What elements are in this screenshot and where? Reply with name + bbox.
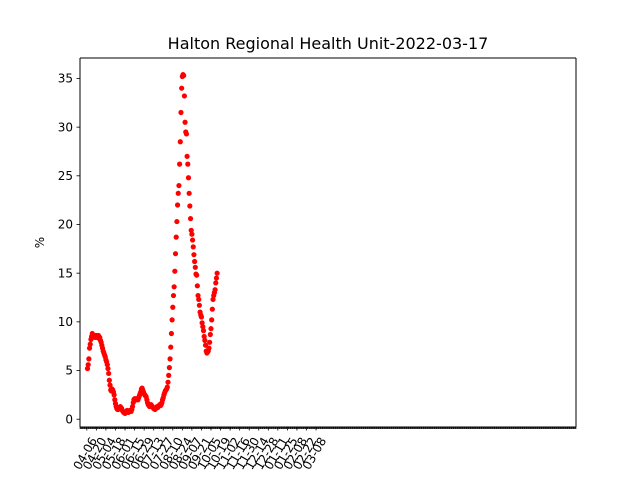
data-point	[166, 365, 172, 371]
data-point	[172, 251, 179, 257]
data-point	[176, 182, 182, 189]
x-axis: 04-0604-2005-0405-1806-0106-1506-2907-13…	[70, 427, 577, 472]
data-point	[171, 284, 177, 290]
data-point	[168, 330, 175, 337]
data-point	[189, 231, 195, 237]
data-point	[181, 93, 187, 99]
y-tick-label: 35	[58, 72, 73, 86]
data-point	[208, 326, 214, 332]
data-point	[173, 234, 179, 240]
data-point	[195, 292, 201, 299]
data-point	[200, 324, 206, 330]
data-point	[174, 202, 181, 208]
y-tick-label: 5	[65, 364, 73, 378]
data-point	[183, 131, 190, 137]
plot-background	[80, 58, 576, 427]
data-point	[184, 153, 190, 159]
data-point	[213, 275, 220, 281]
data-point	[190, 244, 196, 250]
y-tick-label: 0	[65, 412, 73, 426]
data-point	[179, 85, 185, 91]
data-point	[172, 268, 178, 274]
data-point	[201, 333, 207, 340]
plot-area	[79, 57, 577, 428]
data-point	[209, 306, 215, 312]
data-point	[192, 264, 198, 270]
data-point	[194, 283, 200, 289]
data-point	[182, 119, 188, 125]
data-point	[86, 356, 92, 362]
data-point	[187, 216, 194, 222]
data-point	[166, 372, 172, 378]
data-point	[170, 304, 176, 310]
data-point	[185, 161, 191, 167]
data-point	[174, 218, 180, 225]
data-point	[84, 365, 91, 372]
data-point	[200, 328, 207, 334]
data-point	[188, 227, 194, 233]
data-point	[194, 272, 200, 278]
data-point	[207, 339, 213, 345]
data-point	[167, 356, 173, 362]
data-point	[104, 362, 110, 368]
data-point	[202, 342, 209, 348]
data-point	[207, 331, 213, 338]
data-point	[87, 341, 93, 347]
data-point	[164, 384, 170, 390]
data-point	[177, 139, 183, 145]
y-axis-label: %	[33, 237, 47, 248]
data-point	[129, 403, 136, 410]
data-point	[196, 302, 202, 308]
data-point	[199, 320, 205, 326]
y-tick-label: 20	[58, 218, 73, 232]
data-point	[106, 370, 112, 377]
data-point	[185, 175, 192, 181]
y-tick-label: 30	[58, 120, 73, 134]
data-point	[112, 397, 118, 403]
data-point	[189, 237, 196, 243]
data-point	[206, 345, 212, 351]
data-point	[168, 344, 174, 350]
y-axis: 0 5 10 15 20 25 30 35	[58, 72, 80, 426]
data-point	[213, 280, 219, 286]
data-point	[86, 345, 93, 351]
data-point	[85, 362, 91, 368]
y-tick-label: 25	[58, 169, 73, 183]
data-point	[186, 190, 192, 196]
data-point	[175, 190, 181, 196]
data-point	[165, 379, 171, 385]
y-tick-label: 10	[58, 315, 73, 329]
data-point	[105, 365, 111, 372]
y-tick-label: 15	[58, 266, 73, 280]
data-point	[178, 109, 184, 116]
data-point	[181, 72, 187, 79]
data-point	[107, 382, 113, 388]
data-point	[111, 392, 117, 398]
data-point	[198, 314, 205, 320]
data-point	[196, 296, 202, 303]
data-point	[169, 317, 175, 323]
data-points	[84, 71, 220, 416]
data-point	[214, 270, 220, 276]
data-point	[210, 296, 216, 303]
data-point	[177, 161, 183, 167]
data-point	[106, 377, 112, 383]
data-point	[212, 287, 218, 293]
data-point	[187, 203, 193, 209]
data-point	[209, 317, 215, 323]
data-point	[191, 252, 197, 258]
data-point	[192, 258, 198, 265]
chart-title: Halton Regional Health Unit-2022-03-17	[168, 34, 489, 53]
data-point	[202, 337, 208, 343]
data-point	[170, 292, 177, 299]
